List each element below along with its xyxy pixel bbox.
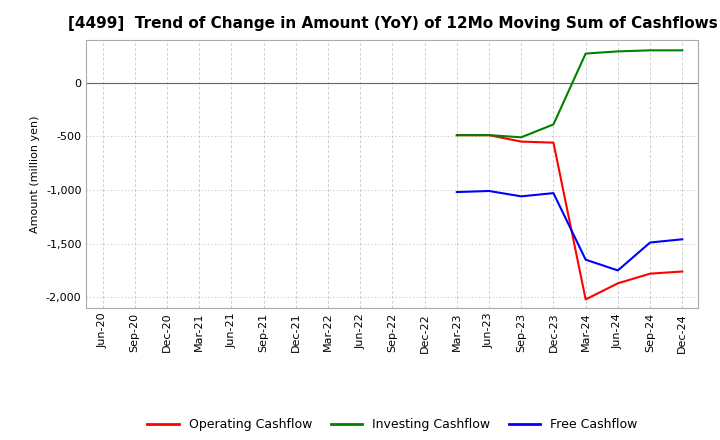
Title: [4499]  Trend of Change in Amount (YoY) of 12Mo Moving Sum of Cashflows: [4499] Trend of Change in Amount (YoY) o… [68, 16, 717, 32]
Legend: Operating Cashflow, Investing Cashflow, Free Cashflow: Operating Cashflow, Investing Cashflow, … [143, 413, 642, 436]
Y-axis label: Amount (million yen): Amount (million yen) [30, 115, 40, 233]
